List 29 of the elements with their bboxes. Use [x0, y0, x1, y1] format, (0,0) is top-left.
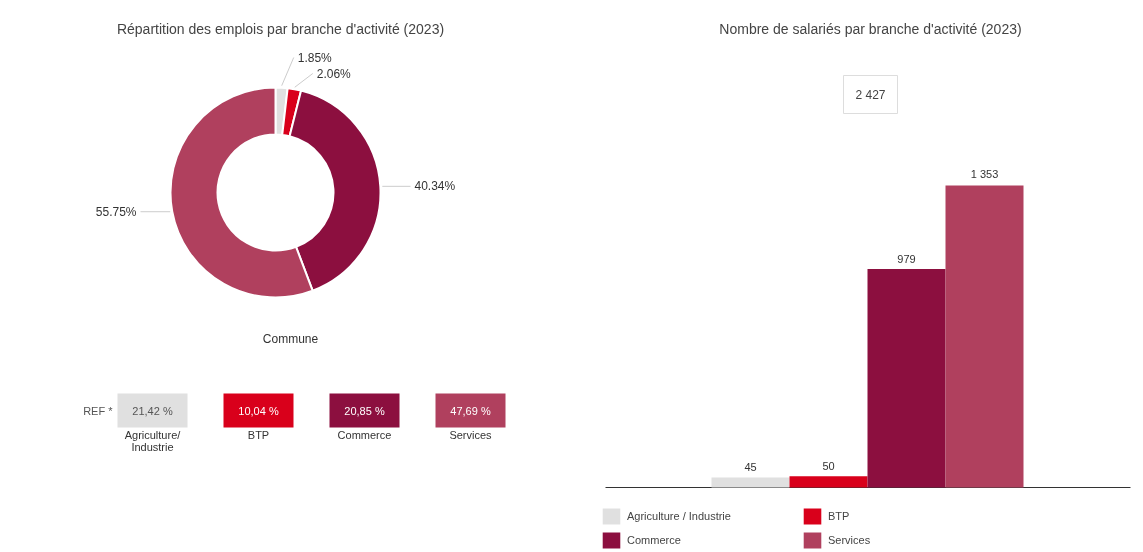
legend-label: Commerce — [627, 534, 682, 546]
bar — [711, 477, 790, 488]
text: 20,85 % — [344, 404, 385, 417]
category-label: BTP — [247, 428, 270, 441]
category-label: Services — [449, 428, 493, 441]
bar — [789, 476, 868, 488]
text: 21,42 % — [132, 404, 173, 417]
bar — [867, 268, 946, 488]
chart-title: Nombre de salariés par branche d'activité (2023) — [719, 20, 1022, 37]
data-label: 1.85% — [297, 50, 333, 65]
category-label: Agriculture/ Industrie — [124, 428, 182, 453]
text: 10,04 % — [238, 404, 279, 417]
legend-label: Agriculture / Industrie — [627, 510, 732, 522]
data-label: 979 — [897, 252, 916, 265]
text: Commune — [262, 331, 319, 346]
legend-label: Services — [828, 534, 872, 546]
text: 2 427 — [855, 87, 886, 102]
data-label: 45 — [744, 461, 757, 474]
chart-title: Répartition des emplois par branche d'activité (2023) — [116, 20, 445, 37]
text: REF * — [83, 404, 114, 417]
data-label: 40.34% — [414, 179, 456, 194]
legend-label: BTP — [828, 510, 851, 522]
data-label: 50 — [822, 460, 835, 473]
data-label: 55.75% — [95, 204, 137, 219]
category-label: Commerce — [337, 428, 392, 441]
bar — [945, 185, 1024, 488]
text: 47,69 % — [450, 404, 491, 417]
data-label: 1 353 — [970, 167, 999, 180]
data-label: 2.06% — [316, 66, 352, 81]
